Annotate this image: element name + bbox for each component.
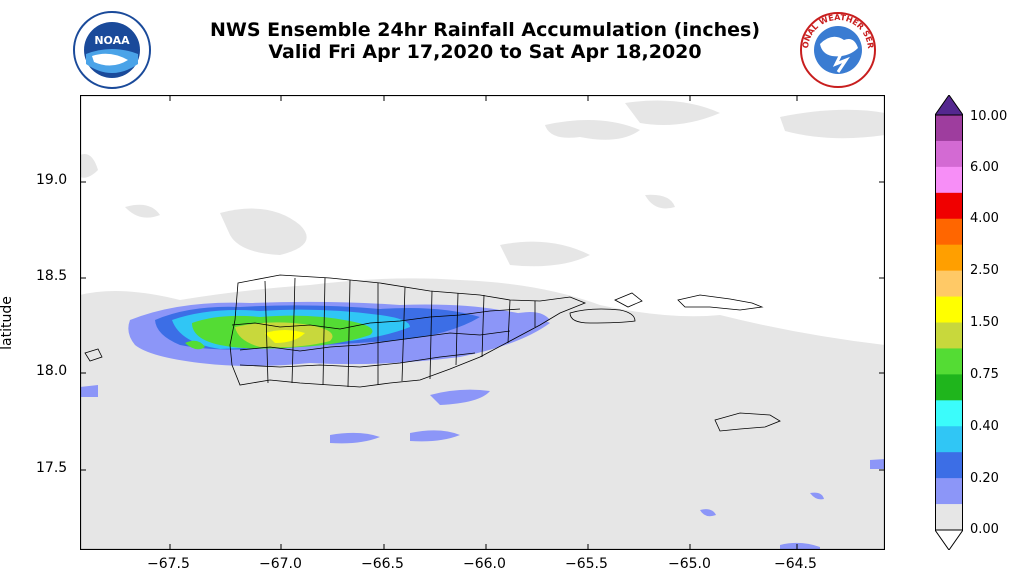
colorbar-cell — [935, 400, 963, 427]
x-tick: −65.5 — [565, 556, 608, 572]
x-tick: −66.0 — [463, 556, 506, 572]
y-tick: 19.0 — [36, 172, 68, 188]
colorbar-label: 0.00 — [970, 522, 999, 537]
colorbar-cell — [935, 244, 963, 272]
y-axis-label: latitude — [0, 296, 15, 350]
colorbar-cell — [935, 452, 963, 479]
colorbar-cell — [935, 296, 963, 323]
colorbar-cell — [935, 374, 963, 401]
colorbar-cell — [935, 270, 963, 298]
colorbar-cell — [935, 322, 963, 349]
colorbar-cell — [935, 192, 963, 220]
colorbar-cell — [935, 166, 963, 194]
map-title: NWS Ensemble 24hr Rainfall Accumulation … — [209, 19, 761, 41]
colorbar-label: 6.00 — [970, 160, 999, 175]
y-tick: 17.5 — [36, 460, 68, 476]
x-tick: −67.0 — [259, 556, 302, 572]
rain-2.00-areas — [265, 330, 305, 343]
colorbar — [935, 95, 963, 550]
colorbar-label: 0.40 — [970, 419, 999, 434]
colorbar-label: 0.75 — [970, 367, 999, 382]
colorbar-cell — [935, 348, 963, 375]
colorbar-cell — [935, 426, 963, 453]
map-subtitle: Valid Fri Apr 17,2020 to Sat Apr 18,2020 — [268, 41, 702, 63]
x-tick: −65.0 — [668, 556, 711, 572]
x-tick: −66.5 — [361, 556, 404, 572]
colorbar-label: 2.50 — [970, 263, 999, 278]
nws-logo: NATIONAL WEATHER SERVICE — [798, 10, 876, 88]
x-tick: −67.5 — [147, 556, 190, 572]
rainfall-map — [80, 95, 885, 550]
colorbar-cell — [935, 478, 963, 505]
svg-text:NOAA: NOAA — [94, 34, 130, 47]
colorbar-cell — [935, 504, 963, 531]
colorbar-label: 4.00 — [970, 211, 999, 226]
colorbar-label: 0.20 — [970, 471, 999, 486]
x-tick: −64.5 — [774, 556, 817, 572]
colorbar-label: 10.00 — [970, 109, 1008, 124]
y-tick: 18.5 — [36, 268, 68, 284]
colorbar-cell — [935, 218, 963, 246]
colorbar-cell — [935, 115, 963, 142]
colorbar-label: 1.50 — [970, 315, 999, 330]
y-tick: 18.0 — [36, 363, 68, 379]
coastline-outlines — [84, 274, 781, 432]
noaa-logo: NOAA — [73, 11, 151, 89]
colorbar-cell — [935, 140, 963, 168]
